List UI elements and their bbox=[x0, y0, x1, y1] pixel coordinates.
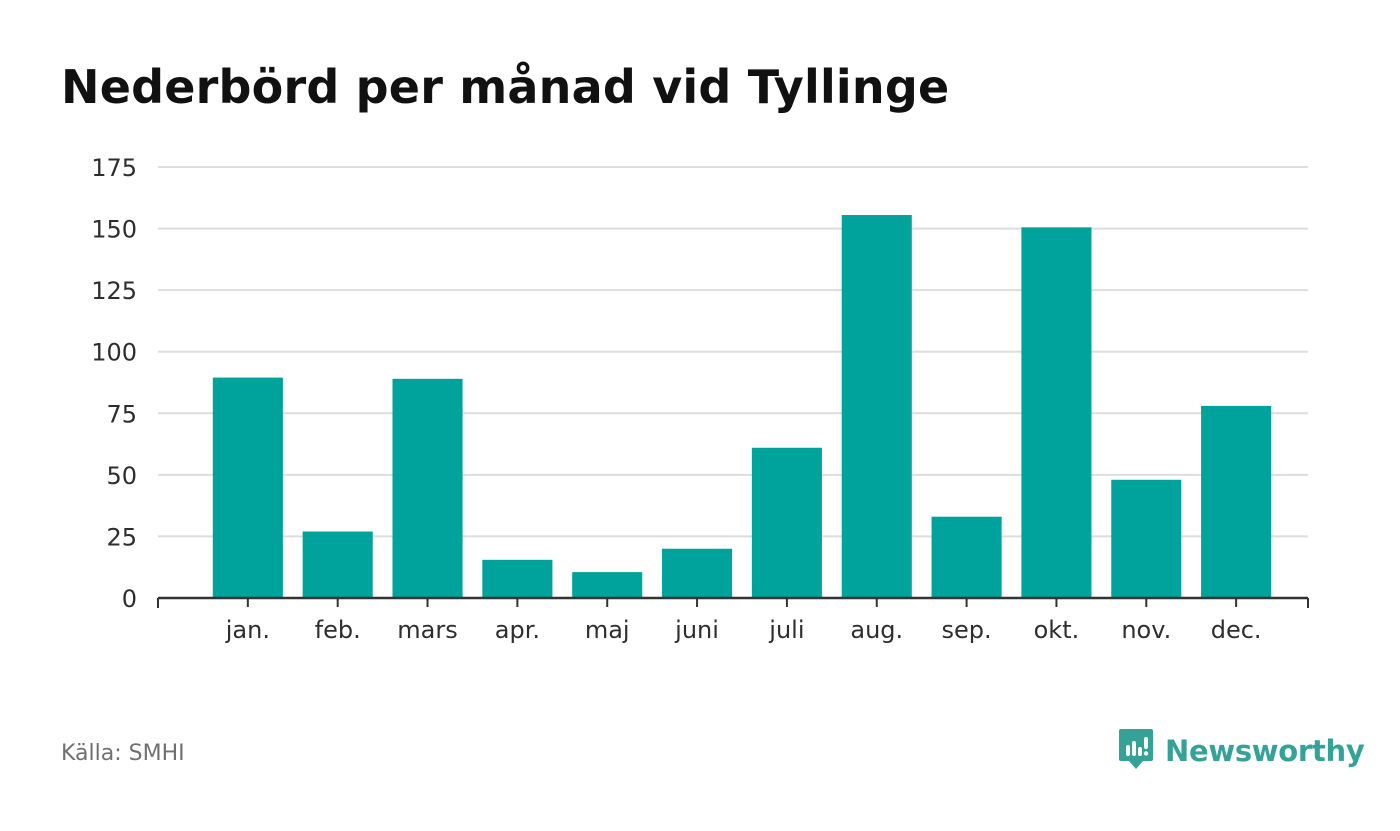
bar-6 bbox=[751, 447, 822, 598]
bar-0 bbox=[212, 377, 283, 598]
x-tick-label: aug. bbox=[850, 616, 903, 644]
y-tick-label: 150 bbox=[91, 216, 137, 244]
bar-3 bbox=[482, 559, 553, 598]
bar-4 bbox=[572, 572, 643, 598]
x-tick-label: nov. bbox=[1121, 616, 1171, 644]
y-tick-label: 125 bbox=[91, 277, 137, 305]
x-tick-label: juli bbox=[768, 616, 804, 644]
y-tick-label: 175 bbox=[91, 154, 137, 182]
y-tick-label: 100 bbox=[91, 339, 137, 367]
brand-name: Newsworthy bbox=[1165, 734, 1365, 768]
x-tick-label: dec. bbox=[1211, 616, 1262, 644]
y-tick-label: 25 bbox=[106, 523, 137, 551]
tick-labels: 0 25 50 75 100 125 150 175 jan. feb. mars apr. maj ju… bbox=[91, 154, 1261, 644]
x-tick-label: jan. bbox=[225, 616, 270, 644]
bar-9 bbox=[1021, 227, 1092, 598]
y-tick-label: 75 bbox=[106, 400, 137, 428]
chart-title: Nederbörd per månad vid Tyllinge bbox=[61, 60, 950, 114]
bar-10 bbox=[1111, 479, 1182, 598]
axes bbox=[157, 596, 1309, 608]
y-tick-label: 50 bbox=[106, 462, 137, 490]
x-tick-label: mars bbox=[397, 616, 457, 644]
newsworthy-logo-icon bbox=[1117, 727, 1155, 775]
brand-logo[interactable]: Newsworthy bbox=[1117, 727, 1365, 775]
x-tick-label: feb. bbox=[315, 616, 361, 644]
bar-8 bbox=[931, 516, 1002, 598]
bar-1 bbox=[302, 531, 373, 598]
bar-11 bbox=[1201, 405, 1272, 598]
bar-2 bbox=[392, 378, 463, 598]
bars bbox=[212, 215, 1272, 599]
x-tick-label: juni bbox=[674, 616, 719, 644]
source-note: Källa: SMHI bbox=[61, 741, 185, 766]
bar-7 bbox=[841, 215, 912, 599]
bar-5 bbox=[662, 548, 733, 598]
x-tick-label: okt. bbox=[1034, 616, 1080, 644]
x-tick-label: sep. bbox=[942, 616, 992, 644]
x-tick-label: apr. bbox=[495, 616, 540, 644]
y-tick-label: 0 bbox=[122, 585, 137, 613]
x-tick-label: maj bbox=[585, 616, 630, 644]
